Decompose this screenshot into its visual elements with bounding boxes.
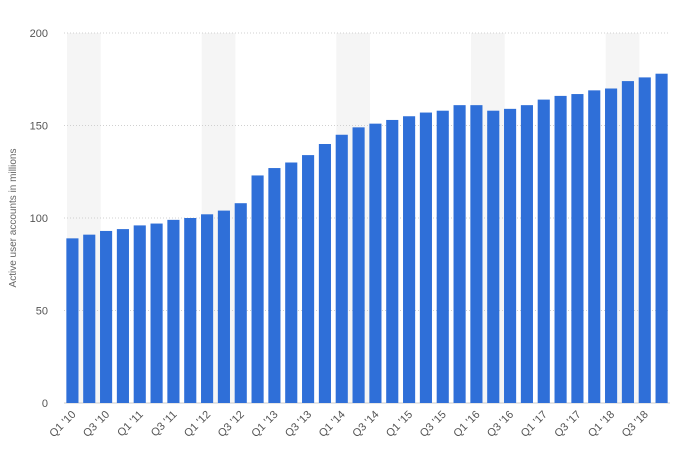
bar[interactable]: [403, 116, 416, 403]
bar[interactable]: [268, 168, 281, 403]
bar[interactable]: [352, 127, 365, 403]
bar[interactable]: [251, 175, 264, 403]
bar[interactable]: [184, 218, 197, 403]
bar[interactable]: [335, 134, 348, 403]
x-tick-label: Q3 '16: [485, 409, 516, 440]
x-tick-label: Q1 '17: [519, 409, 550, 440]
y-tick-label: 0: [42, 398, 48, 410]
bar[interactable]: [217, 210, 230, 403]
bar[interactable]: [369, 123, 382, 404]
y-tick-label: 100: [30, 213, 48, 225]
x-tick-label: Q1 '13: [249, 409, 280, 440]
bar[interactable]: [436, 110, 449, 403]
x-tick-label: Q3 '15: [418, 409, 449, 440]
bar[interactable]: [537, 99, 550, 403]
bar[interactable]: [504, 108, 517, 403]
bar[interactable]: [116, 229, 129, 403]
bar[interactable]: [605, 88, 618, 404]
bar[interactable]: [285, 162, 298, 404]
x-tick-label: Q3 '10: [81, 409, 112, 440]
y-axis-ticks: 0 50 100 150 200: [30, 28, 48, 410]
bar[interactable]: [571, 94, 584, 404]
bar[interactable]: [150, 223, 163, 403]
bar[interactable]: [83, 234, 96, 403]
bar[interactable]: [133, 225, 146, 403]
bar[interactable]: [655, 73, 668, 403]
gridlines: [64, 32, 670, 404]
x-tick-label: Q3 '14: [350, 409, 381, 440]
bars: [66, 73, 668, 404]
y-axis-title: Active user accounts in millions: [8, 149, 19, 288]
y-tick-label: 50: [36, 306, 48, 318]
bar[interactable]: [621, 81, 634, 403]
bar[interactable]: [638, 77, 651, 404]
x-tick-label: Q1 '11: [115, 409, 146, 440]
bar[interactable]: [318, 144, 331, 403]
bar[interactable]: [470, 105, 483, 404]
y-tick-label: 150: [30, 121, 48, 133]
y-tick-label: 200: [30, 28, 48, 40]
bar[interactable]: [419, 112, 432, 404]
x-tick-label: Q1 '16: [451, 409, 482, 440]
x-tick-label: Q3 '12: [216, 409, 247, 440]
x-axis-ticks: Q1 '10 Q3 '10 Q1 '11 Q3 '11 Q1 '12 Q3 '12 Q1 '…: [47, 409, 651, 440]
bar[interactable]: [167, 219, 180, 403]
bar[interactable]: [66, 238, 79, 403]
bar[interactable]: [487, 110, 500, 403]
x-tick-label: Q3 '13: [283, 409, 314, 440]
x-tick-label: Q1 '10: [47, 409, 78, 440]
bar[interactable]: [520, 105, 533, 404]
bar[interactable]: [386, 119, 399, 403]
x-tick-label: Q1 '15: [384, 409, 415, 440]
x-tick-label: Q3 '18: [620, 409, 651, 440]
bar[interactable]: [100, 230, 113, 403]
x-tick-label: Q3 '17: [552, 409, 583, 440]
bar[interactable]: [554, 95, 567, 404]
x-tick-label: Q3 '11: [149, 409, 180, 440]
x-tick-label: Q1 '14: [317, 409, 348, 440]
x-tick-label: Q1 '18: [586, 409, 617, 440]
bar[interactable]: [201, 214, 214, 403]
x-tick-label: Q1 '12: [182, 409, 213, 440]
bar[interactable]: [302, 155, 315, 403]
bar[interactable]: [453, 105, 466, 404]
bar[interactable]: [234, 203, 247, 403]
bar[interactable]: [588, 90, 601, 403]
